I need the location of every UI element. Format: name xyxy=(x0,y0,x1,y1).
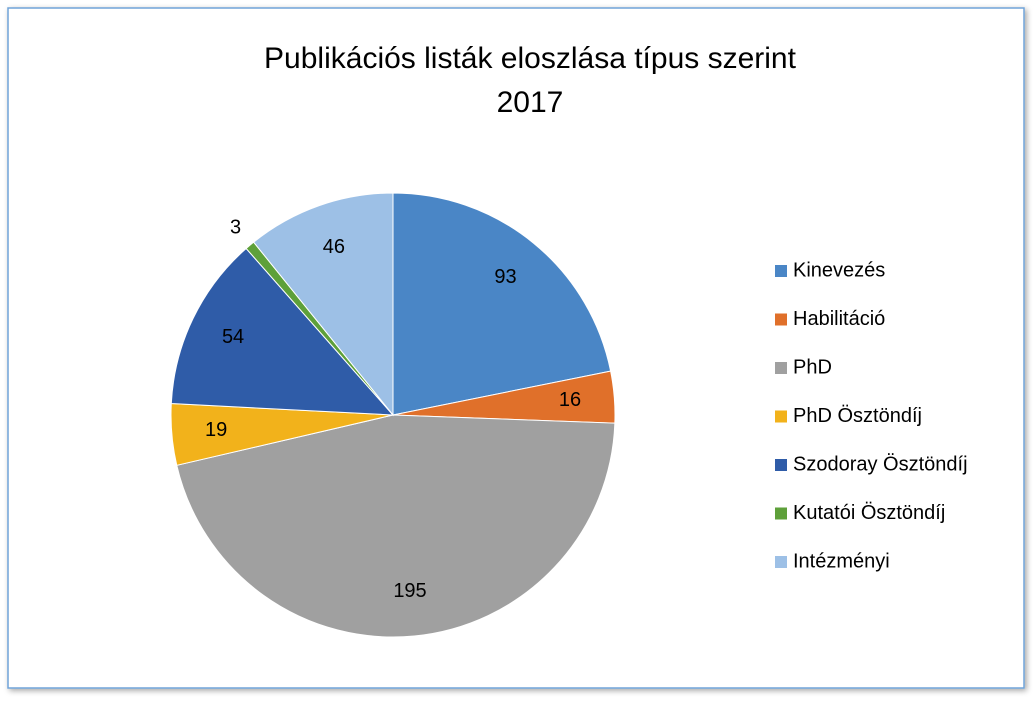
legend-swatch xyxy=(775,507,787,520)
legend-swatch xyxy=(775,556,787,568)
legend-label: Kinevezés xyxy=(793,259,885,281)
legend-label: PhD Ösztöndíj xyxy=(793,405,922,427)
data-label: 54 xyxy=(222,326,244,348)
legend-swatch xyxy=(775,265,787,277)
data-label: 195 xyxy=(393,580,426,602)
chart-subtitle: 2017 xyxy=(497,86,564,119)
data-label: 3 xyxy=(230,217,241,239)
pie-slice xyxy=(176,414,616,638)
legend-label: PhD xyxy=(793,356,832,378)
data-label: 46 xyxy=(323,236,345,258)
legend-swatch xyxy=(775,362,787,374)
chart-title: Publikációs listák eloszlása típus szeri… xyxy=(264,42,797,75)
legend-swatch xyxy=(775,410,787,423)
legend-label: Intézményi xyxy=(793,550,890,572)
data-label: 16 xyxy=(559,389,581,411)
pie-slice xyxy=(252,192,394,417)
pie-slice xyxy=(392,192,612,416)
legend-swatch xyxy=(775,313,787,326)
data-label: 93 xyxy=(494,266,516,288)
legend-label: Kutatói Ösztöndíj xyxy=(793,502,945,524)
data-label: 19 xyxy=(205,419,227,441)
legend-label: Szodoray Ösztöndíj xyxy=(793,453,968,475)
legend-swatch xyxy=(775,459,787,471)
pie-slice xyxy=(170,247,395,416)
legend-label: Habilitáció xyxy=(793,308,885,330)
